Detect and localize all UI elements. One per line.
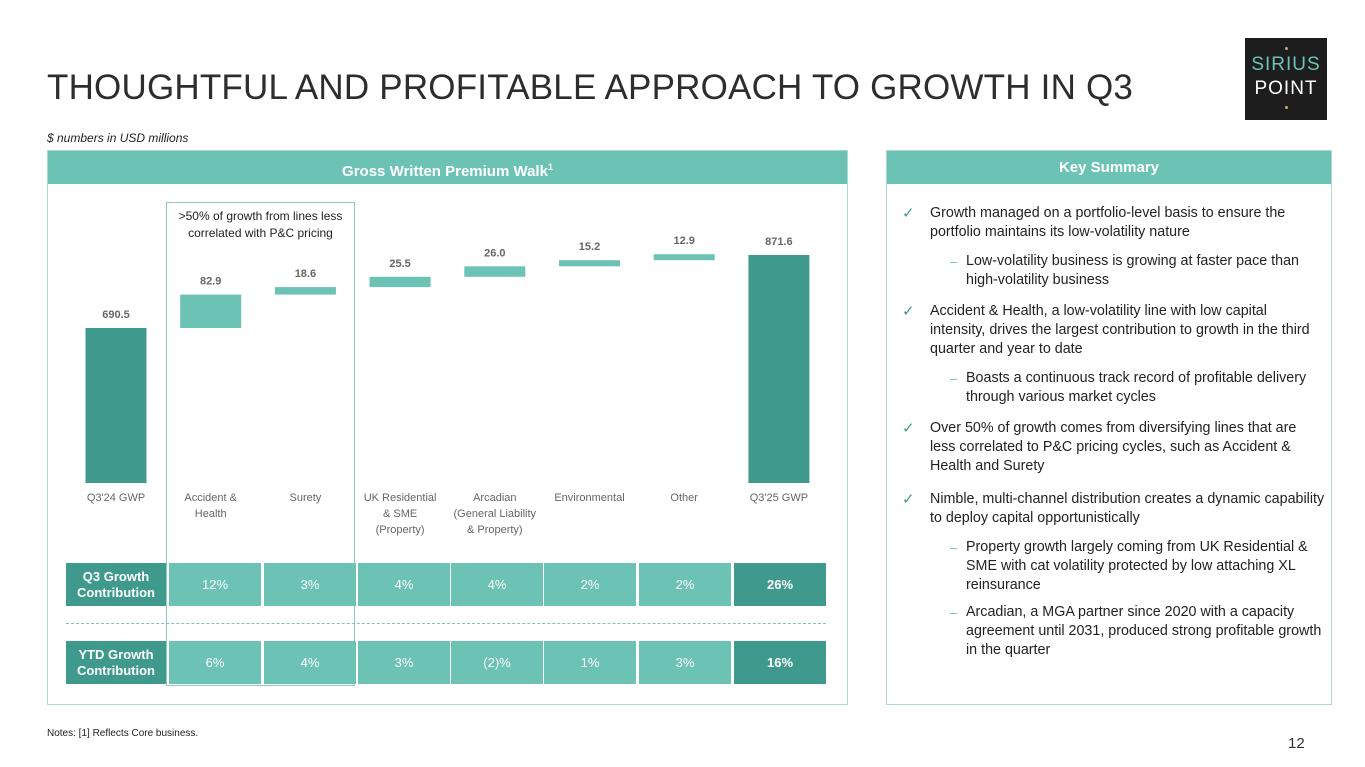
footnotes: Notes: [1] Reflects Core business. <box>47 728 199 739</box>
table-cell: 3% <box>263 563 356 606</box>
table-cell: 4% <box>357 563 450 606</box>
bar-value-label-4: 26.0 <box>484 247 505 259</box>
bar-7 <box>748 255 810 483</box>
bar-5 <box>559 260 620 267</box>
table-cell: 16% <box>733 641 826 684</box>
bar-value-label-6: 12.9 <box>673 235 694 247</box>
summary-bullet-1: ✓ Accident & Health, a low-volatility lin… <box>900 302 1325 359</box>
key-summary-heading: Key Summary <box>887 151 1331 184</box>
units-note: $ numbers in USD millions <box>47 131 189 145</box>
summary-subbullet: – Boasts a continuous track record of pro… <box>900 369 1325 407</box>
diversifying-lines-highlight <box>166 202 355 686</box>
logo-dot-bottom <box>1285 106 1288 109</box>
table-cell: 2% <box>638 563 731 606</box>
table-row-head-0: Q3 Growth Contribution <box>66 563 166 606</box>
sirius-point-logo: SIRIUS POINT <box>1245 38 1327 120</box>
summary-bullet-text: Growth managed on a portfolio-level basi… <box>930 205 1286 240</box>
category-label-line: Health <box>194 508 227 520</box>
bar-value-label-0: 690.5 <box>102 309 130 321</box>
category-label-line: Q3'24 GWP <box>86 492 146 504</box>
dash-icon: – <box>950 540 958 555</box>
logo-line1: SIRIUS <box>1251 54 1321 75</box>
logo-dot-top <box>1285 47 1288 50</box>
summary-bullet-text: Over 50% of growth comes from diversifyi… <box>930 420 1297 474</box>
growth-callout: >50% of growth from lines less correlate… <box>178 209 343 240</box>
bar-value-label-2: 18.6 <box>295 268 316 280</box>
bar-value-label-5: 15.2 <box>579 241 600 253</box>
summary-bullet-text: Nimble, multi-channel distribution creat… <box>930 491 1325 526</box>
category-label-line: Other <box>670 492 698 504</box>
key-summary-list: ✓ Growth managed on a portfolio-level bas… <box>900 204 1325 672</box>
category-label-line: (Property) <box>375 524 425 536</box>
bar-0 <box>85 328 147 483</box>
category-label-line: & SME <box>382 508 418 520</box>
summary-subbullet-text: Property growth largely coming from UK R… <box>966 539 1308 593</box>
checkmark-icon: ✓ <box>902 420 915 437</box>
summary-subbullet-text: Low-volatility business is growing at fa… <box>966 253 1299 288</box>
table-row-head-1: YTD Growth Contribution <box>66 641 166 684</box>
checkmark-icon: ✓ <box>902 303 915 320</box>
summary-subbullet-text: Boasts a continuous track record of prof… <box>966 370 1307 405</box>
table-cell: 4% <box>450 563 543 606</box>
logo-line2: POINT <box>1254 78 1318 99</box>
bar-1 <box>180 294 242 328</box>
category-label-6: Other <box>634 490 734 506</box>
category-label-line: & Property) <box>466 524 523 536</box>
category-label-7: Q3'25 GWP <box>729 490 829 506</box>
category-label-0: Q3'24 GWP <box>66 490 166 506</box>
dash-icon: – <box>950 371 958 386</box>
summary-bullet-text: Accident & Health, a low-volatility line… <box>930 303 1310 357</box>
checkmark-icon: ✓ <box>902 491 915 508</box>
gwp-walk-panel: Gross Written Premium Walk1 <box>47 150 848 705</box>
category-label-5: Environmental <box>540 490 640 506</box>
checkmark-icon: ✓ <box>902 205 915 222</box>
table-cell: 3% <box>357 641 450 684</box>
category-label-line: Environmental <box>554 492 625 504</box>
category-label-line: Accident & <box>184 492 237 504</box>
page-title: THOUGHTFUL AND PROFITABLE APPROACH TO GR… <box>47 68 1134 107</box>
summary-bullet-2: ✓ Over 50% of growth comes from diversify… <box>900 419 1325 476</box>
bar-value-label-1: 82.9 <box>200 276 221 288</box>
table-cell: 6% <box>168 641 261 684</box>
table-divider <box>66 623 826 624</box>
table-cell: 1% <box>543 641 636 684</box>
bar-4 <box>464 266 526 277</box>
category-label-3: UK Residential & SME (Property) <box>350 490 450 538</box>
category-label-1: Accident & Health <box>161 490 261 522</box>
category-label-4: Arcadian (General Liability & Property) <box>445 490 545 538</box>
category-label-line: Arcadian <box>473 492 517 504</box>
bar-6 <box>653 254 715 261</box>
category-label-line: (General Liability <box>453 508 537 520</box>
summary-subbullet: – Low-volatility business is growing at f… <box>900 252 1325 290</box>
key-summary-panel: Key Summary <box>886 150 1332 705</box>
bar-value-label-7: 871.6 <box>765 236 793 248</box>
table-cell: 4% <box>263 641 356 684</box>
dash-icon: – <box>950 605 958 620</box>
table-cell: 2% <box>543 563 636 606</box>
bar-3 <box>369 276 431 288</box>
dash-icon: – <box>950 254 958 269</box>
gwp-walk-heading-text: Gross Written Premium Walk <box>342 163 548 180</box>
summary-subbullet-text: Arcadian, a MGA partner since 2020 with … <box>966 604 1322 658</box>
summary-bullet-3: ✓ Nimble, multi-channel distribution crea… <box>900 490 1325 528</box>
category-label-line: UK Residential <box>363 492 437 504</box>
page-number: 12 <box>1288 735 1305 752</box>
footnote-marker: 1 <box>547 162 553 172</box>
gwp-walk-heading: Gross Written Premium Walk1 <box>48 151 847 184</box>
bar-2 <box>274 287 336 295</box>
table-cell: 3% <box>638 641 731 684</box>
summary-bullet-0: ✓ Growth managed on a portfolio-level bas… <box>900 204 1325 242</box>
summary-subbullet: – Arcadian, a MGA partner since 2020 with… <box>900 603 1325 660</box>
category-label-2: Surety <box>255 490 355 506</box>
bar-value-label-3: 25.5 <box>389 258 410 270</box>
table-cell: 26% <box>733 563 826 606</box>
summary-subbullet: – Property growth largely coming from UK … <box>900 538 1325 595</box>
table-cell: (2)% <box>450 641 543 684</box>
category-label-line: Surety <box>289 492 322 504</box>
table-cell: 12% <box>168 563 261 606</box>
category-label-line: Q3'25 GWP <box>749 492 809 504</box>
